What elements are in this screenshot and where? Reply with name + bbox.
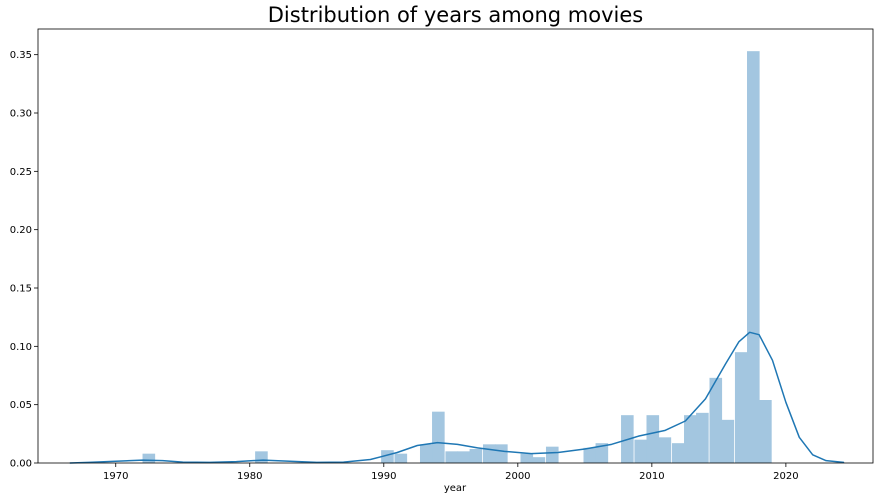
- x-tick-label-5: 2020: [773, 471, 798, 482]
- histogram-bar-4: [419, 444, 433, 463]
- histogram-bar-22: [696, 412, 709, 463]
- y-tick-label-7: 0.35: [10, 50, 32, 61]
- x-tick-label-3: 2000: [505, 471, 530, 482]
- y-tick-label-3: 0.15: [10, 284, 32, 295]
- histogram-bar-20: [671, 443, 685, 463]
- y-tick-label-2: 0.10: [10, 342, 32, 353]
- histogram-bar-23: [709, 377, 723, 463]
- histogram-bar-11: [520, 453, 534, 463]
- histogram-bar-7: [457, 451, 471, 463]
- y-tick-label-1: 0.05: [10, 400, 32, 411]
- y-tick-label-6: 0.30: [10, 109, 32, 120]
- histogram-bar-9: [482, 444, 496, 463]
- y-tick-label-4: 0.20: [10, 225, 32, 236]
- histogram-bar-8: [469, 449, 483, 463]
- histogram-bar-13: [545, 446, 559, 463]
- histogram-bar-21: [684, 415, 697, 463]
- histogram-bar-1: [255, 451, 268, 463]
- histogram-bar-18: [646, 415, 660, 463]
- histogram-bar-10: [495, 444, 508, 463]
- x-axis-label: year: [444, 483, 467, 494]
- kde-layer: [69, 331, 845, 464]
- bars-layer: [142, 51, 772, 464]
- histogram-bar-5: [432, 411, 445, 463]
- chart-title: Distribution of years among movies: [268, 3, 644, 27]
- histogram-bar-6: [445, 451, 459, 463]
- x-tick-label-4: 2010: [639, 471, 664, 482]
- histogram-bar-26: [747, 51, 760, 464]
- histogram-bar-3: [394, 453, 408, 463]
- x-tick-label-2: 1990: [371, 471, 396, 482]
- histogram-bar-15: [595, 443, 609, 463]
- axes-layer: 1970 1980 1990 2000 2010 2020 0.00 0.05 0.10 0.15…: [10, 28, 874, 482]
- x-tick-label-0: 1970: [103, 471, 128, 482]
- y-tick-label-0: 0.00: [10, 459, 32, 470]
- x-tick-label-1: 1980: [237, 471, 262, 482]
- histogram-bar-19: [658, 437, 672, 463]
- histogram-bar-12: [532, 457, 546, 463]
- histogram-bar-0: [142, 453, 156, 463]
- y-tick-label-5: 0.25: [10, 167, 32, 178]
- kde-line: [69, 331, 845, 464]
- histogram-bar-27: [759, 400, 772, 463]
- histogram-bar-17: [634, 439, 648, 463]
- plot-frame: [37, 28, 874, 464]
- histogram-bar-24: [721, 419, 735, 463]
- histogram-bar-14: [583, 447, 597, 463]
- histogram-bar-25: [734, 352, 748, 463]
- histogram-bar-2: [381, 450, 394, 463]
